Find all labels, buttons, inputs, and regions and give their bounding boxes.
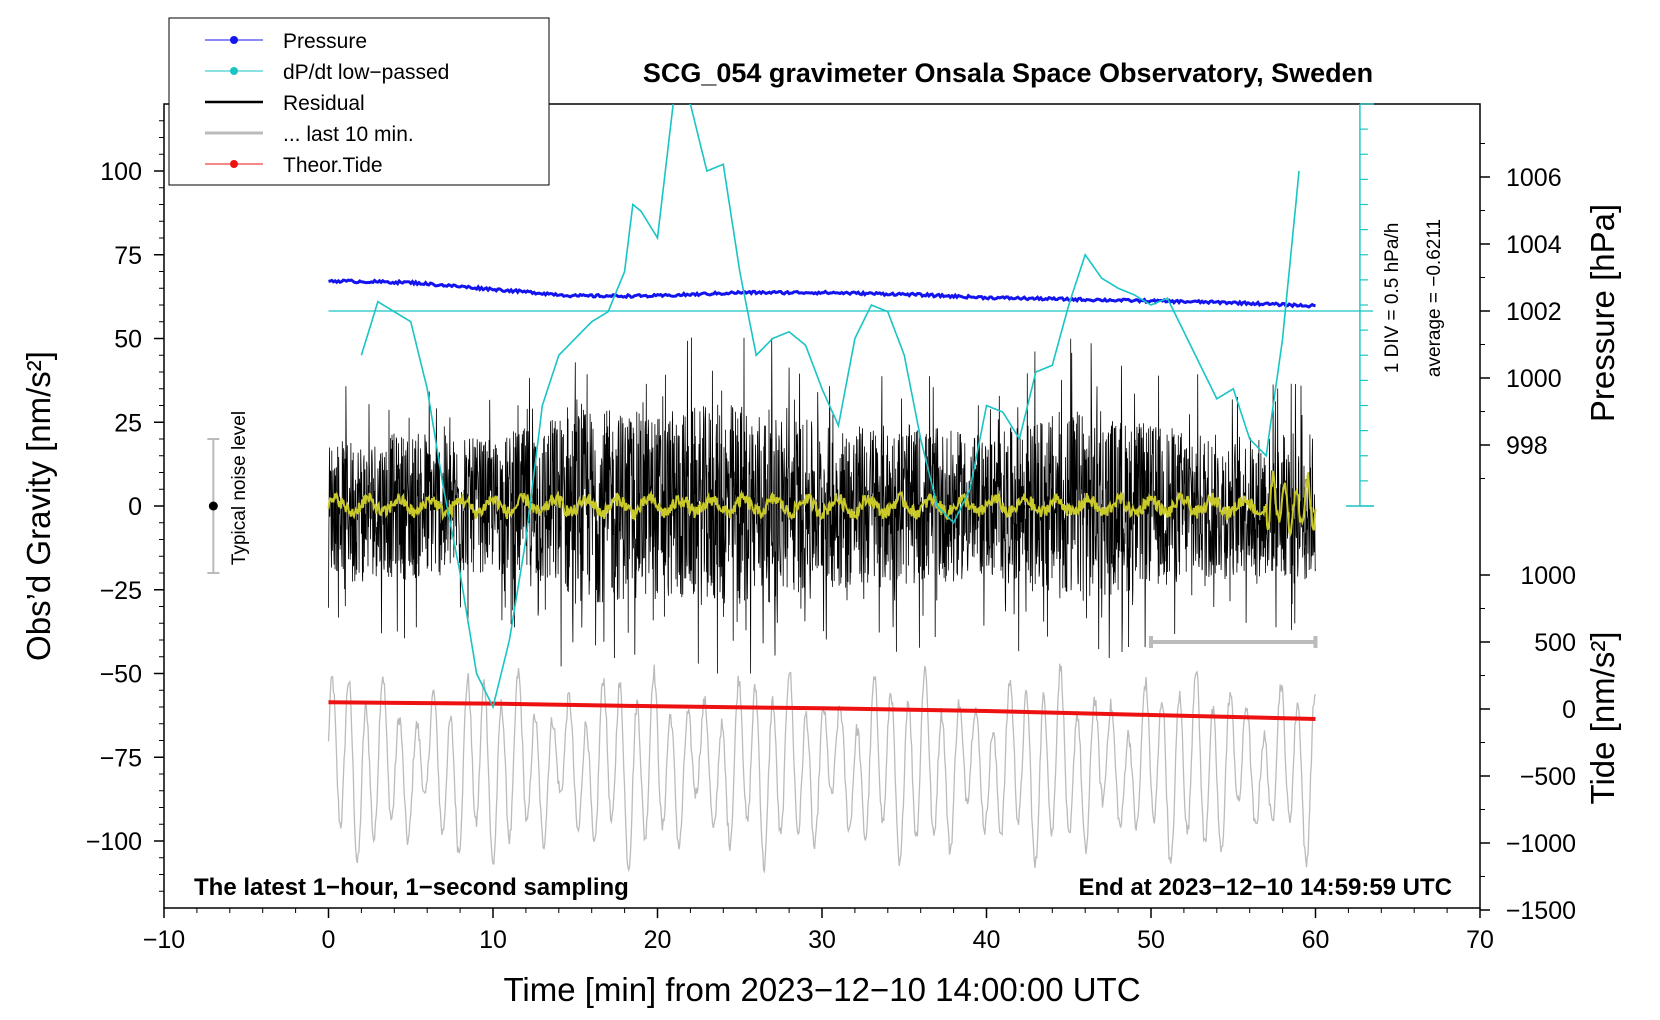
x-tick-label-1: 0 (322, 926, 336, 954)
gravity-tick-label-5: 25 (114, 409, 142, 437)
noise-level-label: Typical noise level (229, 411, 250, 565)
legend-label-tide: Theor.Tide (283, 154, 383, 177)
tide-tick-label-1: −1000 (1506, 830, 1576, 858)
noise-level-center-dot (208, 501, 218, 511)
gravity-tick-label-4: 0 (128, 493, 142, 521)
x-tick-label-2: 10 (479, 926, 507, 954)
dpdt-trace (360, 104, 1300, 710)
x-tick-label-5: 40 (973, 926, 1001, 954)
y-axis-label-tide: Tide [nm/s²] (1584, 632, 1621, 805)
footer-left-note: The latest 1−hour, 1−second sampling (194, 874, 629, 901)
legend-entry-dpdt: dP/dt low−passed (205, 61, 449, 84)
axes-layer: −10 0 10 20 30 40 50 60 70−100−75−50−25025507510… (86, 120, 1576, 954)
x-tick-label-6: 50 (1137, 926, 1165, 954)
pressure-tick-label-4: 1006 (1506, 164, 1562, 192)
legend-label-residual: Residual (283, 92, 365, 115)
dpdt-average-label: average = −0.6211 (1424, 219, 1445, 377)
dpdt-scale-label: 1 DIV = 0.5 hPa/h (1382, 223, 1403, 374)
legend-label-last10: ... last 10 min. (283, 123, 414, 146)
pressure-tick-label-2: 1002 (1506, 298, 1562, 326)
x-tick-label-7: 60 (1302, 926, 1330, 954)
footer-right-note: End at 2023−12−10 14:59:59 UTC (1078, 874, 1452, 901)
tide-tick-label-2: −500 (1520, 763, 1576, 791)
last-10-min-trace (327, 663, 1317, 874)
legend-label-dpdt: dP/dt low−passed (283, 61, 449, 84)
legend-marker-tide (230, 160, 238, 168)
pressure-tick-label-3: 1004 (1506, 231, 1562, 259)
x-tick-label-0: −10 (143, 926, 185, 954)
gravity-tick-label-2: −50 (100, 661, 142, 689)
residual-trace (328, 337, 1316, 674)
gravity-tick-label-1: −75 (100, 744, 142, 772)
tide-tick-label-3: 0 (1562, 696, 1576, 724)
x-axis-label: Time [min] from 2023−12−10 14:00:00 UTC (503, 971, 1140, 1008)
gravity-tick-label-7: 75 (114, 242, 142, 270)
pressure-trace (328, 278, 1316, 309)
y-axis-label-gravity: Obs’d Gravity [nm/s²] (20, 351, 57, 661)
data-layer (207, 103, 1374, 874)
legend-label-pressure: Pressure (283, 30, 367, 53)
tide-tick-label-4: 500 (1534, 629, 1576, 657)
legend-entry-last10: ... last 10 min. (205, 123, 414, 146)
legend: Pressure dP/dt low−passed Residual ... l… (168, 17, 550, 186)
gravity-tick-label-8: 100 (100, 158, 142, 186)
gravity-tick-label-0: −100 (86, 828, 142, 856)
y-axis-label-pressure: Pressure [hPa] (1584, 204, 1621, 422)
legend-marker-dpdt (230, 67, 238, 75)
gravity-tick-label-3: −25 (100, 577, 142, 605)
chart-title: SCG_054 gravimeter Onsala Space Observat… (643, 58, 1373, 88)
tide-tick-label-0: −1500 (1506, 897, 1576, 925)
residual-smoothed-trace (327, 470, 1317, 538)
legend-entry-pressure: Pressure (205, 30, 367, 53)
x-tick-label-4: 30 (808, 926, 836, 954)
series-group (327, 104, 1374, 874)
pressure-tick-label-0: 998 (1506, 432, 1548, 460)
pressure-tick-label-1: 1000 (1506, 365, 1562, 393)
x-tick-label-8: 70 (1466, 926, 1494, 954)
tide-tick-label-5: 1000 (1520, 562, 1576, 590)
x-tick-label-3: 20 (644, 926, 672, 954)
legend-entry-tide: Theor.Tide (205, 154, 383, 177)
gravity-tick-label-6: 50 (114, 326, 142, 354)
legend-entry-residual: Residual (205, 92, 365, 115)
legend-marker-pressure (230, 36, 238, 44)
